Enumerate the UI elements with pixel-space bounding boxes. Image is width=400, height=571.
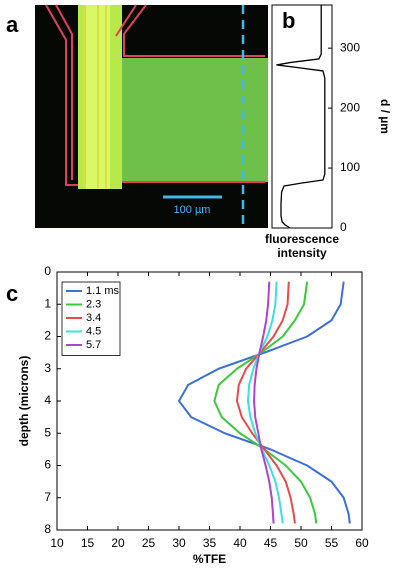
x-tick-label: 40: [233, 536, 247, 550]
x-tick-label: 55: [325, 536, 339, 550]
y-tick-label: 4: [44, 393, 51, 407]
y-tick-label: 1: [44, 296, 51, 310]
legend-label: 1.1 ms: [86, 285, 120, 297]
data-line: [276, 5, 326, 229]
y-tick-label: 100: [340, 160, 360, 174]
y-tick-label: 6: [44, 458, 51, 472]
green-region: [120, 58, 268, 182]
x-tick-label: 35: [203, 536, 217, 550]
channel-outlines: [45, 4, 265, 188]
legend-label: 5.7: [86, 339, 101, 351]
x-tick-label: 15: [81, 536, 95, 550]
x-tick-label: 50: [294, 536, 308, 550]
x-axis-label: fluorescence: [265, 232, 339, 246]
y-axis-label: depth (microns): [17, 356, 31, 447]
outline: [55, 4, 73, 180]
scale-bar-label: 100 µm: [174, 204, 211, 216]
x-tick-label: 30: [172, 536, 186, 550]
x-tick-label: 45: [264, 536, 278, 550]
x-axis-label: intensity: [277, 246, 327, 260]
data-line: [235, 281, 296, 524]
y-tick-label: 5: [44, 425, 51, 439]
data-line: [178, 281, 351, 524]
y-tick-label: 8: [44, 522, 51, 536]
x-tick-label: 25: [142, 536, 156, 550]
panel-label: a: [6, 12, 19, 37]
outline: [45, 4, 78, 186]
panel-label: b: [282, 8, 295, 33]
y-tick-label: 2: [44, 329, 51, 343]
x-tick-label: 60: [355, 536, 369, 550]
y-tick-label: 300: [340, 40, 360, 54]
x-axis-label: %TFE: [193, 552, 226, 566]
legend-label: 2.3: [86, 298, 101, 310]
panel-label: c: [6, 281, 18, 306]
x-tick-label: 20: [111, 536, 125, 550]
outline: [123, 4, 265, 57]
y-tick-label: 200: [340, 100, 360, 114]
y-tick-label: 0: [340, 220, 347, 234]
y-axis-label: d / µm: [378, 99, 392, 134]
y-tick-label: 7: [44, 490, 51, 504]
x-tick-label: 10: [50, 536, 64, 550]
data-line: [213, 281, 318, 524]
data-line: [246, 281, 284, 524]
plot-frame: [271, 4, 333, 229]
micrograph: 100 µm: [35, 4, 268, 228]
legend-label: 3.4: [86, 312, 101, 324]
outline: [115, 4, 137, 37]
y-tick-label: 3: [44, 361, 51, 375]
data-line: [253, 281, 275, 524]
legend-label: 4.5: [86, 325, 101, 337]
y-tick-label: 0: [44, 264, 51, 278]
